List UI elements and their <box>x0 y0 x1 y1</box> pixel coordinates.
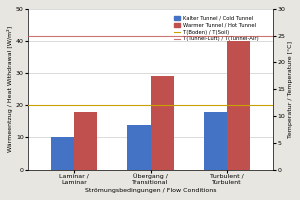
Bar <box>204 112 227 170</box>
Bar <box>151 76 173 170</box>
Bar <box>227 41 250 170</box>
X-axis label: Strömungsbedingungen / Flow Conditions: Strömungsbedingungen / Flow Conditions <box>85 188 216 193</box>
Y-axis label: Temperatur / Temperature [°C]: Temperatur / Temperature [°C] <box>288 41 293 138</box>
Bar <box>51 137 74 170</box>
Bar <box>128 125 151 170</box>
Legend: Kalter Tunnel / Cold Tunnel, Warmer Tunnel / Hot Tunnel, T(Boden) / T(Soil), T(T: Kalter Tunnel / Cold Tunnel, Warmer Tunn… <box>173 15 260 42</box>
Bar <box>74 112 97 170</box>
Y-axis label: Wärmeentzug / Heat Withdrawal [W/m²]: Wärmeentzug / Heat Withdrawal [W/m²] <box>7 26 13 152</box>
